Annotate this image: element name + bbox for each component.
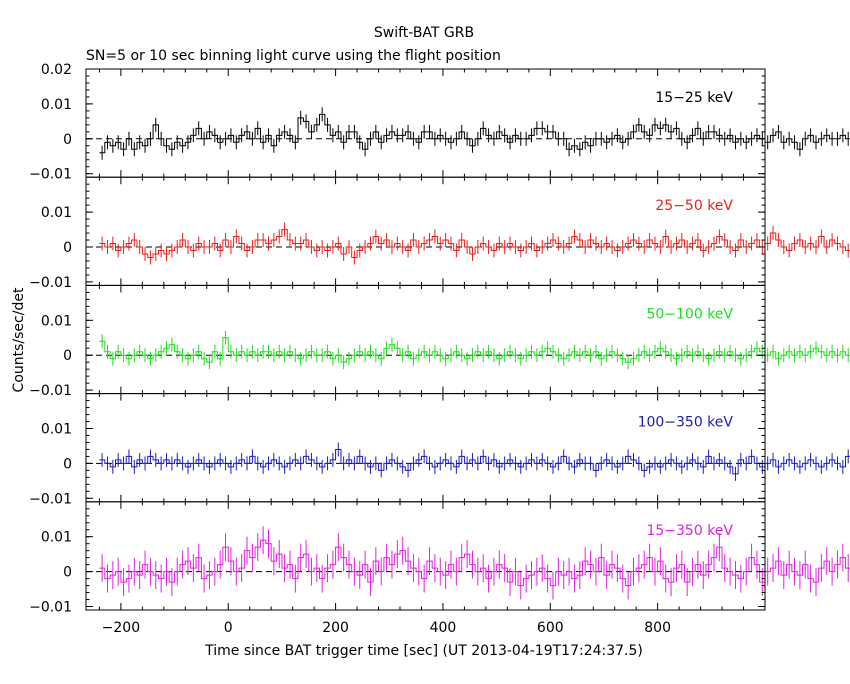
- energy-band-label: 100−350 keV: [638, 415, 734, 431]
- y-tick-label: 0: [63, 565, 72, 581]
- panel-2: −0.01 0 0.01 25−50 keV: [29, 176, 850, 291]
- y-tick-label: −0.01: [29, 167, 72, 183]
- chart-subtitle: SN=5 or 10 sec binning light curve using…: [86, 48, 501, 64]
- panel-4: −0.01 0 0.01 100−350 keV: [29, 393, 850, 507]
- x-tick-label: −200: [102, 620, 140, 636]
- y-tick-label: −0.01: [29, 275, 72, 291]
- y-tick-label: −0.01: [29, 383, 72, 399]
- y-tick-label: 0.02: [41, 62, 72, 78]
- y-axis-label: Counts/sec/det: [11, 287, 27, 392]
- chart-title: Swift-BAT GRB: [374, 25, 474, 41]
- panel-3: −0.01 0 0.01 50−100 keV: [29, 284, 850, 399]
- series-step-line: [99, 113, 850, 154]
- y-tick-label: 0.01: [41, 97, 72, 113]
- x-axis-label: Time since BAT trigger time [sec] (UT 20…: [204, 643, 643, 659]
- x-tick-label: 600: [537, 620, 564, 636]
- y-tick-label: −0.01: [29, 600, 72, 616]
- panel-1: −0.01 0 0.01 0.02 15−25 keV: [29, 62, 850, 183]
- energy-band-label: 25−50 keV: [655, 198, 733, 214]
- energy-band-label: 15−350 keV: [646, 523, 733, 539]
- x-tick-label: 400: [430, 620, 457, 636]
- panels-layer: −0.01 0 0.01 0.02 15−25 keV −0.01 0 0.01 25−50 k…: [29, 62, 850, 636]
- energy-band-label: 50−100 keV: [646, 306, 733, 322]
- series-step-line: [99, 337, 850, 363]
- energy-band-label: 15−25 keV: [655, 90, 733, 106]
- x-tick-label: 0: [224, 620, 233, 636]
- y-tick-label: 0.01: [41, 422, 72, 438]
- x-tick-label: 200: [322, 620, 349, 636]
- panel-5: −0.01 0 0.01 15−350 keV −200 0 200 400 600 800: [29, 501, 850, 636]
- x-tick-label: 800: [644, 620, 671, 636]
- y-tick-label: 0: [63, 240, 72, 256]
- y-tick-label: 0: [63, 132, 72, 148]
- y-tick-label: −0.01: [29, 491, 72, 507]
- series-step-line: [99, 229, 850, 258]
- y-tick-label: 0.01: [41, 530, 72, 546]
- panel-frame: [85, 501, 766, 611]
- series-step-line: [99, 448, 850, 475]
- y-tick-label: 0.01: [41, 205, 72, 221]
- y-tick-label: 0.01: [41, 313, 72, 329]
- y-tick-label: 0: [63, 348, 72, 364]
- y-tick-label: 0: [63, 456, 72, 472]
